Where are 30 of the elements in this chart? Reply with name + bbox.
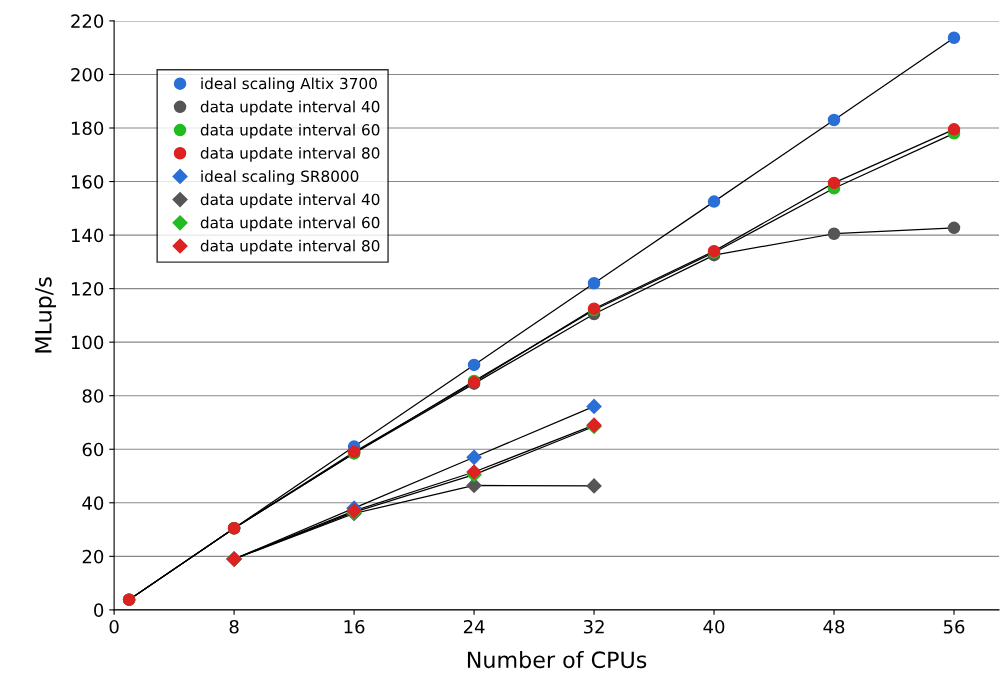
y-tick-label: 20	[82, 549, 104, 564]
x-tick-label: 40	[703, 619, 725, 634]
y-axis-title: MLup/s	[35, 277, 57, 353]
legend-label: data update interval 60	[200, 123, 380, 139]
y-tick-label: 180	[71, 121, 104, 136]
legend-label: data update interval 80	[200, 239, 380, 255]
legend-label: data update interval 40	[200, 100, 380, 116]
legend-label: data update interval 40	[200, 193, 380, 209]
legend-label: data update interval 60	[200, 216, 380, 232]
y-tick-label: 220	[71, 14, 104, 29]
x-tick-label: 0	[109, 619, 119, 634]
y-tick-label: 120	[71, 282, 104, 296]
y-tick-label: 200	[71, 67, 104, 82]
x-axis-title: Number of CPUs	[467, 650, 647, 669]
legend-label: ideal scaling Altix 3700	[201, 77, 377, 93]
x-tick-label: 24	[463, 619, 485, 634]
x-tick-label: 32	[583, 619, 604, 634]
x-tick-label: 48	[823, 619, 845, 634]
legend-label: data update interval 80	[200, 146, 380, 162]
x-tick-label: 56	[943, 619, 965, 634]
y-tick-label: 140	[71, 228, 104, 243]
x-tick-label: 8	[229, 619, 239, 634]
legend-label: ideal scaling SR8000	[201, 170, 359, 185]
x-tick-label: 16	[344, 619, 365, 634]
y-tick-label: 0	[94, 603, 104, 617]
y-tick-label: 40	[82, 496, 104, 510]
y-tick-label: 160	[71, 175, 104, 189]
y-tick-label: 60	[82, 442, 104, 457]
y-tick-label: 100	[71, 335, 104, 350]
y-tick-label: 80	[82, 389, 104, 403]
